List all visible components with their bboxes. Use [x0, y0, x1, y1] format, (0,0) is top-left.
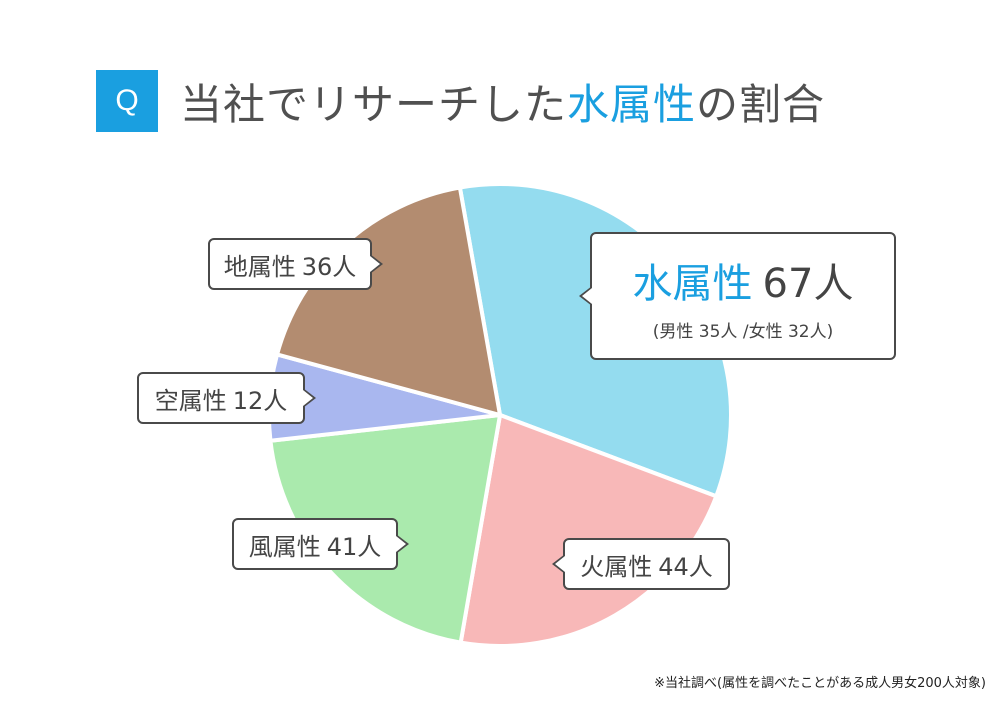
title-prefix: 当社でリサーチした — [180, 79, 568, 129]
callout-wind-tail-fill — [396, 536, 406, 552]
water-main: 水属性 67人 — [633, 251, 854, 309]
callout-fire-tail-fill — [555, 556, 565, 572]
water-label: 水属性 — [632, 260, 753, 307]
chart-title: 当社でリサーチした水属性の割合 — [180, 71, 825, 132]
chart-header: Q 当社でリサーチした水属性の割合 — [96, 70, 825, 132]
title-suffix: の割合 — [696, 79, 826, 129]
callout-wind: 風属性 41人 — [232, 518, 409, 570]
water-breakdown: (男性 35人 /女性 32人) — [652, 321, 834, 342]
callout-fire: 火属性 44人 — [552, 538, 730, 590]
wind-count: 41人 — [326, 532, 382, 561]
wind-label: 風属性 — [248, 532, 321, 561]
callout-sky-tail-fill — [303, 390, 313, 406]
fire-count: 44人 — [658, 552, 713, 581]
fire-label: 火属性 — [580, 552, 653, 581]
callout-earth: 地属性 36人 — [208, 238, 383, 290]
callout-water: 水属性 67人 (男性 35人 /女性 32人) — [579, 232, 896, 360]
earth-label: 地属性 — [223, 252, 296, 281]
footnote: ※当社調べ(属性を調べたことがある成人男女200人対象) — [654, 676, 986, 691]
title-highlight: 水属性 — [567, 79, 697, 129]
earth-count: 36人 — [301, 252, 357, 281]
sky-count: 12人 — [232, 386, 288, 415]
callout-water-tail-fill — [582, 288, 592, 304]
callout-earth-tail-fill — [370, 256, 380, 272]
callout-sky: 空属性 12人 — [137, 372, 316, 424]
q-badge: Q — [96, 70, 158, 132]
water-count: 67人 — [762, 260, 854, 307]
sky-label: 空属性 — [154, 386, 227, 415]
